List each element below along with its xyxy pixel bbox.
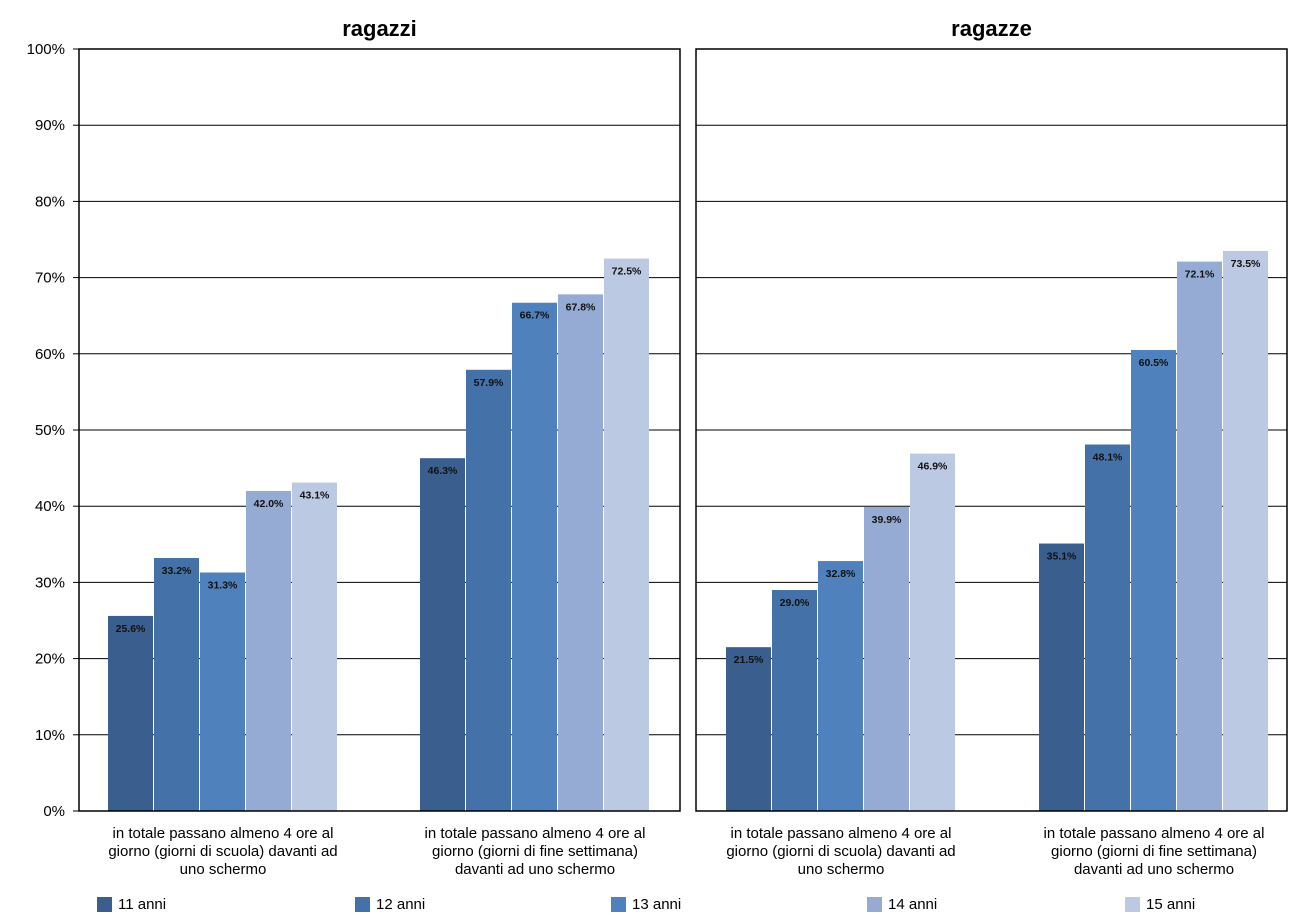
y-tick-label: 0%	[43, 803, 65, 820]
category-label: in totale passano almeno 4 ore al giorno …	[1044, 825, 1265, 878]
bar	[604, 258, 649, 811]
data-label: 43.1%	[300, 490, 330, 502]
y-tick-label: 60%	[35, 346, 65, 363]
data-label: 39.9%	[872, 514, 902, 526]
data-label: 29.0%	[780, 597, 810, 609]
data-label: 57.9%	[474, 377, 504, 389]
bar	[818, 561, 863, 811]
bar	[1177, 261, 1222, 811]
bar	[246, 490, 291, 811]
y-tick-label: 10%	[35, 727, 65, 744]
y-tick-label: 80%	[35, 193, 65, 210]
y-tick-label: 50%	[35, 422, 65, 439]
bar	[1039, 543, 1084, 811]
bar	[512, 302, 557, 811]
legend-label: 13 anni	[632, 895, 682, 913]
data-label: 21.5%	[734, 654, 764, 666]
bar	[154, 558, 199, 811]
legend-label: 12 anni	[376, 895, 426, 913]
legend: 11 anni 12 anni 13 anni 14 anni 15 anni	[0, 893, 1293, 915]
data-label: 31.3%	[208, 579, 238, 591]
data-label: 25.6%	[116, 623, 146, 635]
data-label: 46.9%	[918, 461, 948, 473]
data-label: 72.1%	[1185, 269, 1215, 281]
data-label: 66.7%	[520, 310, 550, 322]
y-tick-label: 30%	[35, 574, 65, 591]
legend-item: 15 anni	[1125, 893, 1195, 915]
bar	[1085, 444, 1130, 811]
bar	[292, 482, 337, 811]
legend-label: 11 anni	[118, 895, 167, 913]
legend-swatch	[611, 896, 626, 912]
bar	[910, 453, 955, 811]
data-label: 46.3%	[428, 465, 458, 477]
legend-label: 15 anni	[1146, 895, 1196, 913]
y-tick-label: 100%	[27, 41, 65, 58]
bar	[420, 458, 465, 811]
bar	[466, 369, 511, 811]
category-label: in totale passano almeno 4 ore al giorno …	[425, 825, 646, 878]
legend-item: 12 anni	[355, 893, 425, 915]
data-label: 60.5%	[1139, 357, 1169, 369]
legend-item: 11 anni	[97, 893, 166, 915]
plot-frame	[695, 48, 1288, 812]
category-label: in totale passano almeno 4 ore al giorno …	[108, 825, 337, 878]
plot-frame	[78, 48, 681, 812]
chart-title: ragazze	[951, 16, 1032, 41]
y-tick-label: 40%	[35, 498, 65, 515]
legend-item: 13 anni	[611, 893, 681, 915]
y-tick-label: 90%	[35, 117, 65, 134]
data-label: 67.8%	[566, 301, 596, 313]
bar	[108, 615, 153, 811]
chart-panel-0: 0% 10% 20% 30% 40% 50% 60% 70% 80% 90% 100% 25.6% 33…	[27, 16, 681, 878]
bar	[1223, 250, 1268, 811]
data-label: 73.5%	[1231, 258, 1261, 270]
data-label: 33.2%	[162, 565, 192, 577]
legend-swatch	[355, 896, 370, 912]
bar	[772, 590, 817, 811]
data-label: 35.1%	[1047, 551, 1077, 563]
legend-item: 14 anni	[867, 893, 937, 915]
legend-swatch	[97, 896, 112, 912]
chart-title: ragazzi	[342, 16, 417, 41]
data-label: 72.5%	[612, 266, 642, 278]
bar	[726, 647, 771, 811]
data-label: 48.1%	[1093, 451, 1123, 463]
y-tick-label: 20%	[35, 651, 65, 668]
legend-label: 14 anni	[888, 895, 938, 913]
bar	[864, 506, 909, 811]
legend-swatch	[1125, 896, 1140, 912]
bar	[558, 294, 603, 811]
y-tick-label: 70%	[35, 270, 65, 287]
data-label: 42.0%	[254, 498, 284, 510]
data-label: 32.8%	[826, 568, 856, 580]
bar	[200, 572, 245, 811]
bar	[1131, 349, 1176, 811]
legend-swatch	[867, 896, 882, 912]
chart-panel-1: 21.5% 29.0% 32.8% 39.9% 46.9% in totale passa…	[695, 16, 1288, 878]
category-label: in totale passano almeno 4 ore al giorno …	[726, 825, 955, 878]
